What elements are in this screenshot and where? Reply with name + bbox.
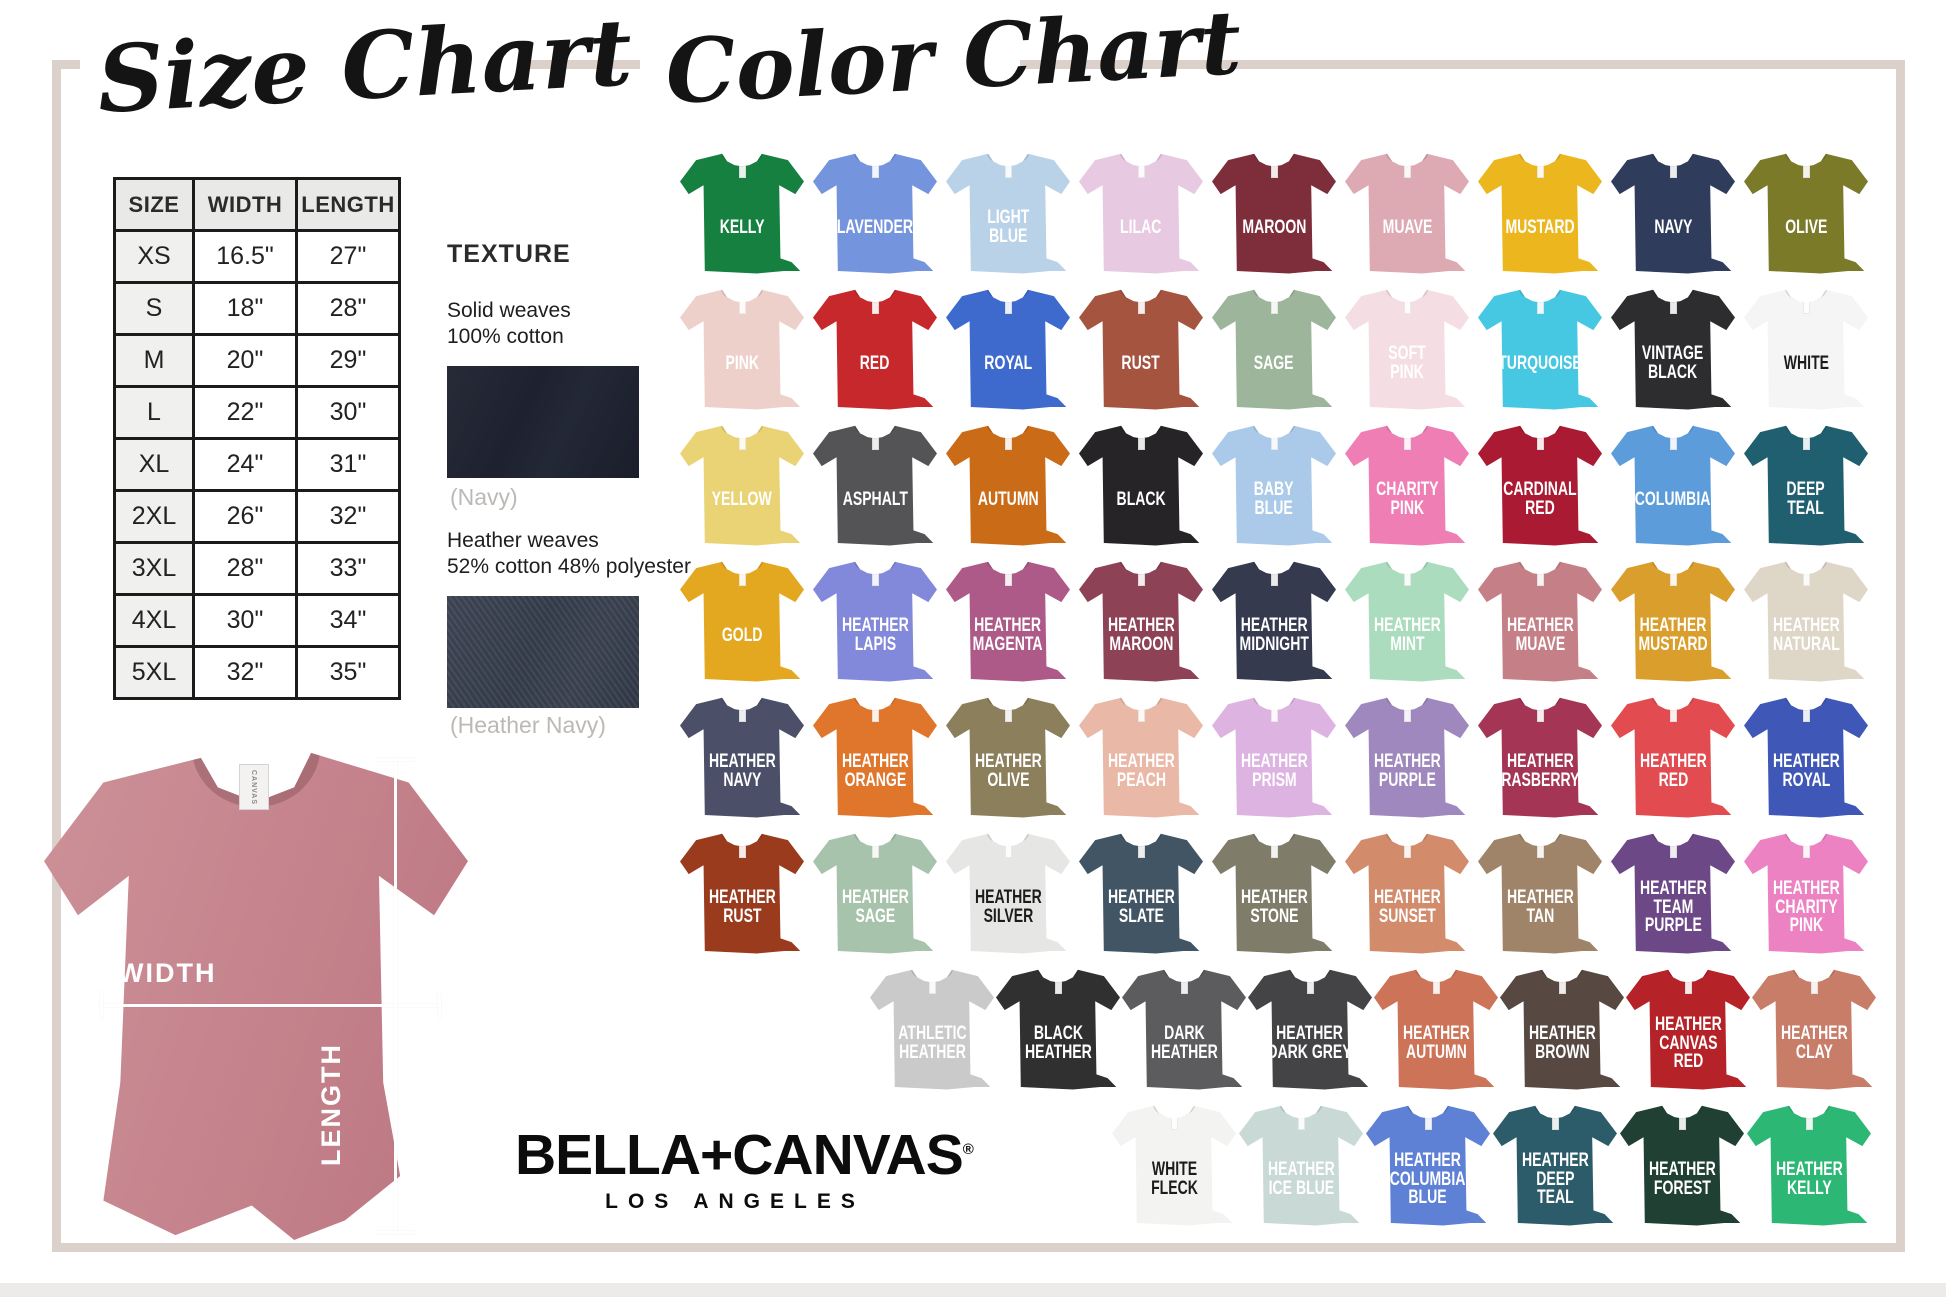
size-table-row: XL 24" 31" (113, 437, 401, 492)
bottom-strip (0, 1283, 1946, 1297)
size-table-row: XS 16.5" 27" (113, 229, 401, 284)
size-table-row: M 20" 29" (113, 333, 401, 388)
width-cell: 22" (192, 385, 298, 440)
frame-gap-left (80, 45, 520, 95)
size-table-header-row: SIZE WIDTH LENGTH (113, 177, 401, 232)
size-table-row: 2XL 26" 32" (113, 489, 401, 544)
navy-fabric-swatch (447, 366, 639, 478)
texture-heading: TEXTURE (447, 240, 571, 268)
brand-city: LOS ANGELES (605, 1190, 865, 1213)
width-cell: 28" (192, 541, 298, 596)
size-cell: 2XL (113, 489, 195, 544)
heather-navy-fabric-swatch (447, 596, 639, 708)
solid-weave-label: Solid weaves 100% cotton (447, 299, 571, 349)
size-table-header-cell: SIZE (113, 177, 195, 232)
width-label: WIDTH (118, 958, 217, 988)
size-cell: XL (113, 437, 195, 492)
width-tick-right (438, 992, 441, 1019)
length-tick-bottom (376, 1231, 415, 1234)
size-table-row: 5XL 32" 35" (113, 645, 401, 700)
width-cell: 18" (192, 281, 298, 336)
brand-name: BELLA+CANVAS® (515, 1123, 974, 1187)
size-table: SIZE WIDTH LENGTH XS 16.5" 27" S 18" 28" M 20" 29" L… (113, 177, 401, 700)
mockup-tag-text: CANVAS (250, 769, 258, 805)
frame-gap-right (640, 45, 1020, 95)
width-tick-left (100, 992, 103, 1019)
length-cell: 27" (295, 229, 401, 284)
size-cell: 5XL (113, 645, 195, 700)
size-cell: L (113, 385, 195, 440)
width-cell: 16.5" (192, 229, 298, 284)
size-chart-title: Size Chart (94, 0, 635, 134)
length-cell: 31" (295, 437, 401, 492)
length-tick-top (376, 758, 415, 761)
length-cell: 29" (295, 333, 401, 388)
width-cell: 32" (192, 645, 298, 700)
length-cell: 32" (295, 489, 401, 544)
size-cell: 3XL (113, 541, 195, 596)
size-table-header-cell: WIDTH (192, 177, 298, 232)
heather-weave-label: Heather weaves 52% cotton 48% polyester (447, 529, 691, 579)
registered-mark: ® (962, 1141, 974, 1158)
length-label: LENGTH (316, 1043, 346, 1167)
length-cell: 33" (295, 541, 401, 596)
length-cell: 34" (295, 593, 401, 648)
brand-logo: BELLA+CANVAS® LOS ANGELES (515, 1122, 974, 1214)
length-cell: 28" (295, 281, 401, 336)
size-cell: 4XL (113, 593, 195, 648)
length-cell: 35" (295, 645, 401, 700)
heather-navy-caption: (Heather Navy) (450, 712, 606, 738)
size-table-row: L 22" 30" (113, 385, 401, 440)
size-cell: XS (113, 229, 195, 284)
size-cell: M (113, 333, 195, 388)
width-cell: 26" (192, 489, 298, 544)
mockup-neck-tag: CANVAS (239, 764, 269, 810)
width-cell: 24" (192, 437, 298, 492)
size-table-row: 3XL 28" 33" (113, 541, 401, 596)
width-cell: 20" (192, 333, 298, 388)
navy-caption: (Navy) (450, 484, 518, 510)
size-table-row: S 18" 28" (113, 281, 401, 336)
size-table-header-cell: LENGTH (295, 177, 401, 232)
width-measure-line (100, 1004, 441, 1007)
size-cell: S (113, 281, 195, 336)
size-table-row: 4XL 30" 34" (113, 593, 401, 648)
width-cell: 30" (192, 593, 298, 648)
length-cell: 30" (295, 385, 401, 440)
length-measure-line (394, 758, 397, 1234)
